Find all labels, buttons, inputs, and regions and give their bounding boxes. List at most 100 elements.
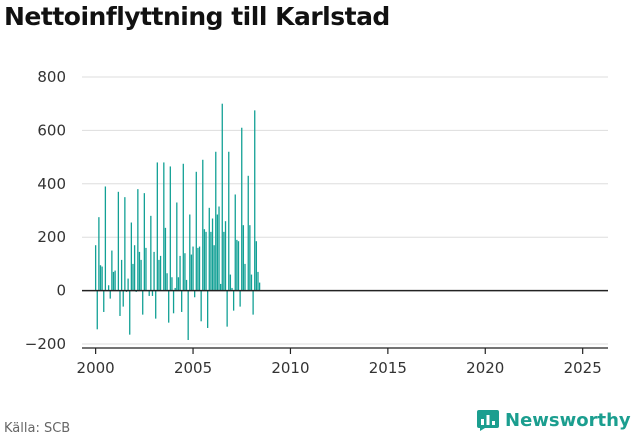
- bar: [98, 217, 100, 291]
- bar: [96, 290, 98, 330]
- bar: [103, 290, 105, 312]
- bar: [200, 290, 202, 322]
- bar: [192, 246, 194, 291]
- bar: [207, 290, 209, 328]
- x-tick-label: 2005: [174, 359, 212, 377]
- bar: [228, 151, 230, 291]
- y-tick-label: 0: [56, 282, 66, 300]
- bar: [143, 193, 145, 291]
- bar: [257, 271, 259, 291]
- bar: [258, 282, 261, 291]
- bar: [215, 151, 217, 291]
- y-tick-label: 400: [37, 175, 66, 193]
- bar: [176, 202, 178, 291]
- bar: [241, 127, 243, 291]
- bar: [145, 247, 147, 291]
- bar: [177, 277, 180, 291]
- bar: [174, 287, 176, 291]
- bar: [194, 290, 196, 298]
- bar: [190, 254, 193, 291]
- bar: [124, 197, 126, 291]
- bar: [185, 279, 188, 291]
- bar: [221, 103, 223, 291]
- bar: [153, 251, 155, 291]
- bar: [169, 166, 171, 291]
- bar: [164, 227, 167, 291]
- bar: [137, 189, 139, 291]
- bar: [182, 163, 184, 291]
- bar: [119, 290, 121, 316]
- bar: [244, 263, 246, 291]
- y-axis-labels: −200 0 200 400 600 800: [25, 68, 66, 353]
- bar: [112, 271, 115, 291]
- x-tick-label: 2020: [466, 359, 504, 377]
- newsworthy-logo: Newsworthy: [476, 408, 631, 432]
- y-tick-label: 200: [37, 228, 66, 246]
- y-tick-label: 600: [37, 121, 66, 139]
- bar: [213, 245, 215, 291]
- bar: [254, 110, 256, 291]
- bar: [94, 245, 97, 291]
- x-tick-label: 2025: [564, 359, 602, 377]
- x-tick-label: 2015: [369, 359, 407, 377]
- bar: [226, 290, 228, 327]
- bar: [129, 290, 131, 335]
- x-axis-labels: 2000 2005 2010 2015 2020 2025: [77, 348, 602, 377]
- source-note: Källa: SCB: [4, 421, 71, 436]
- bar: [242, 225, 245, 291]
- bar: [163, 162, 165, 291]
- bar: [187, 290, 189, 340]
- bar: [210, 231, 212, 291]
- bar: [252, 290, 254, 315]
- bar: [250, 274, 253, 291]
- bars: [94, 103, 261, 340]
- bar: [132, 263, 134, 291]
- gridlines: [82, 76, 608, 345]
- chart-title: Nettoinflyttning till Karlstad: [4, 2, 390, 31]
- bar: [150, 215, 152, 291]
- bar: [151, 290, 154, 296]
- bar: [155, 290, 157, 319]
- x-tick-label: 2010: [271, 359, 309, 377]
- x-tick-label: 2000: [77, 359, 115, 377]
- bar: [249, 225, 251, 291]
- bar: [216, 214, 219, 291]
- bar: [189, 214, 191, 291]
- bar: [181, 290, 183, 312]
- bar: [107, 285, 110, 291]
- bar: [195, 171, 197, 291]
- bar: [101, 266, 103, 291]
- bar: [140, 259, 142, 291]
- bar: [203, 229, 206, 291]
- bar: [197, 247, 199, 291]
- bar: [184, 253, 186, 291]
- bar: [99, 265, 102, 291]
- bar: [211, 218, 214, 291]
- bar: [179, 255, 181, 291]
- bar: [172, 290, 175, 314]
- bar: [142, 290, 144, 315]
- bar: [166, 273, 168, 291]
- bar: [239, 290, 241, 307]
- brand-name: Newsworthy: [505, 409, 631, 431]
- bar: [223, 231, 225, 291]
- bar: [127, 278, 129, 291]
- bar: [202, 159, 204, 291]
- bar: [104, 186, 107, 291]
- bar: [232, 290, 235, 311]
- bar: [156, 162, 158, 291]
- bar: [120, 259, 123, 291]
- bar: [130, 222, 133, 291]
- bar: [133, 245, 136, 291]
- newsworthy-logo-icon: [477, 410, 499, 431]
- bar: [229, 274, 232, 291]
- bar: [247, 175, 249, 291]
- bar: [205, 231, 207, 291]
- bar: [231, 287, 233, 291]
- y-tick-label: 800: [37, 68, 66, 86]
- bar: [255, 241, 258, 291]
- bar: [224, 221, 227, 291]
- bar: [114, 270, 116, 291]
- bar: [138, 251, 141, 291]
